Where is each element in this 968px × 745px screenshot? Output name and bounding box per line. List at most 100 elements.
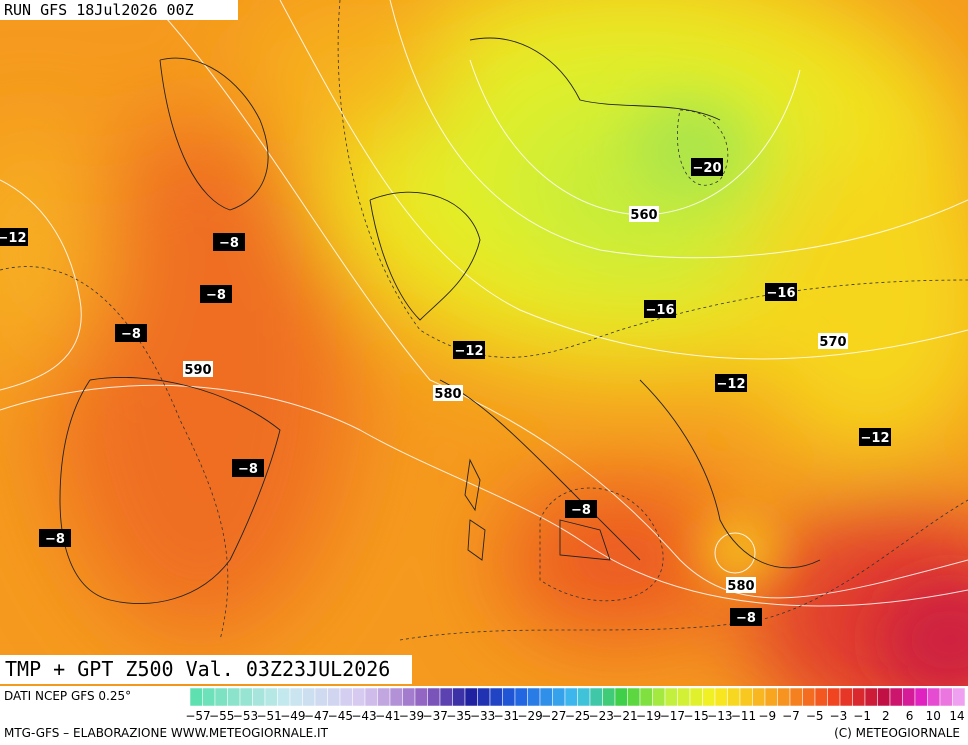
scale-swatch	[864, 687, 878, 707]
scale-swatch	[689, 687, 703, 707]
scale-label: −55	[209, 709, 234, 723]
scale-swatch	[877, 687, 891, 707]
source-label: DATI NCEP GFS 0.25°	[4, 689, 131, 703]
scale-swatch	[427, 687, 441, 707]
label-box	[0, 228, 28, 246]
scale-swatch	[702, 687, 716, 707]
scale-swatch	[777, 687, 791, 707]
temperature-label: −16	[765, 283, 797, 301]
temperature-text: −8	[736, 611, 756, 626]
temperature-label: −8	[200, 285, 232, 303]
scale-swatch	[564, 687, 578, 707]
temperature-label: −8	[730, 608, 762, 626]
temperature-label: −12	[453, 341, 485, 359]
scale-swatch	[602, 687, 616, 707]
temperature-label: −8	[565, 500, 597, 518]
scale-swatch	[939, 687, 953, 707]
scale-label: 2	[882, 709, 890, 723]
scale-swatch	[452, 687, 466, 707]
scale-swatch	[402, 687, 416, 707]
scale-label: −39	[399, 709, 424, 723]
temperature-text: −8	[219, 236, 239, 251]
scale-swatch	[502, 687, 516, 707]
scale-label: −7	[782, 709, 800, 723]
geopotential-label: 560	[629, 206, 659, 223]
scale-label: −45	[328, 709, 353, 723]
scale-swatch	[677, 687, 691, 707]
scale-swatch	[277, 687, 291, 707]
temperature-label: −12	[0, 228, 28, 246]
geopotential-contours	[0, 0, 968, 607]
temperature-label: −8	[39, 529, 71, 547]
temperature-text: −8	[238, 462, 258, 477]
scale-swatch	[802, 687, 816, 707]
scale-swatch	[414, 687, 428, 707]
scale-swatch	[289, 687, 303, 707]
temperature-text: −8	[121, 327, 141, 342]
scale-swatch	[902, 687, 916, 707]
scale-swatch	[252, 687, 266, 707]
scale-swatch	[589, 687, 603, 707]
scale-swatch	[627, 687, 641, 707]
title-box	[0, 655, 412, 684]
scale-label: −33	[470, 709, 495, 723]
temperature-text: −16	[767, 286, 796, 301]
temperature-label: −8	[213, 233, 245, 251]
temperature-label: −12	[715, 374, 747, 392]
scale-label: 6	[906, 709, 914, 723]
label-box	[629, 206, 659, 222]
scale-label: −37	[423, 709, 448, 723]
label-box	[859, 428, 891, 446]
label-box	[232, 459, 264, 477]
scale-swatch	[814, 687, 828, 707]
scale-swatch	[377, 687, 391, 707]
label-box	[183, 361, 213, 377]
scale-label: −41	[375, 709, 400, 723]
temperature-label: −8	[115, 324, 147, 342]
geopotential-label: 590	[183, 361, 213, 378]
label-box	[730, 608, 762, 626]
scale-swatch	[714, 687, 728, 707]
scale-label: −3	[830, 709, 848, 723]
scale-label: −31	[494, 709, 519, 723]
scale-swatch	[364, 687, 378, 707]
scale-swatch	[952, 687, 966, 707]
scale-label: −17	[660, 709, 685, 723]
scale-swatch	[489, 687, 503, 707]
scale-swatch	[664, 687, 678, 707]
scale-swatch	[614, 687, 628, 707]
scale-swatch	[889, 687, 903, 707]
scale-swatch	[539, 687, 553, 707]
label-box	[115, 324, 147, 342]
map-title: TMP + GPT Z500 Val. 03Z23JUL2026	[5, 657, 390, 681]
geopotential-label: 580	[726, 577, 756, 594]
label-box	[765, 283, 797, 301]
scale-swatch	[764, 687, 778, 707]
scale-swatch	[389, 687, 403, 707]
scale-label: −27	[541, 709, 566, 723]
scale-label: −23	[589, 709, 614, 723]
scale-label: −13	[707, 709, 732, 723]
scale-label: 10	[926, 709, 941, 723]
coastlines	[59, 37, 821, 605]
label-box	[39, 529, 71, 547]
geopotential-text: 560	[630, 208, 657, 223]
temperature-text: −8	[571, 503, 591, 518]
scale-swatch	[914, 687, 928, 707]
scale-label: −19	[636, 709, 661, 723]
label-box	[213, 233, 245, 251]
scale-label: −43	[351, 709, 376, 723]
geopotential-label: 570	[818, 333, 848, 350]
temperature-text: −20	[693, 161, 722, 176]
label-box	[715, 374, 747, 392]
scale-swatch	[727, 687, 741, 707]
scale-swatch	[189, 687, 203, 707]
label-box	[453, 341, 485, 359]
header-box	[0, 0, 238, 20]
scale-label: −9	[758, 709, 776, 723]
geopotential-label: 580	[433, 385, 463, 402]
scale-swatch	[239, 687, 253, 707]
scale-swatch	[639, 687, 653, 707]
